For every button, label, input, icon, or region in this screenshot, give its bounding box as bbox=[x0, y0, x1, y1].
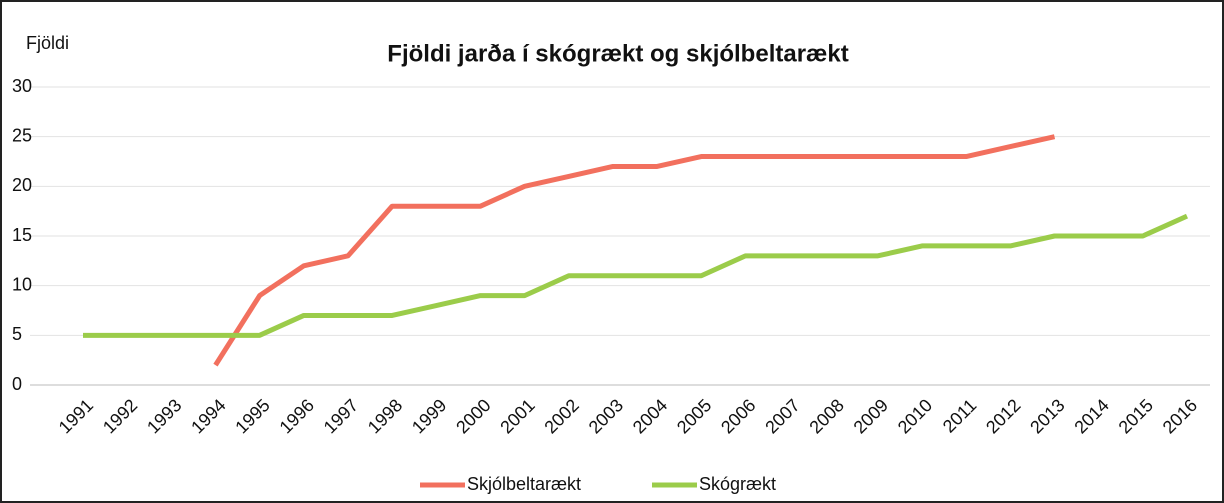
y-tick-label: 25 bbox=[12, 125, 32, 145]
y-tick-label: 10 bbox=[12, 274, 32, 294]
legend-label: Skjólbeltarækt bbox=[467, 474, 581, 494]
y-tick-label: 30 bbox=[12, 76, 32, 96]
y-tick-label: 15 bbox=[12, 225, 32, 245]
y-tick-label: 20 bbox=[12, 175, 32, 195]
chart-title: Fjöldi jarða í skógrækt og skjólbeltaræk… bbox=[387, 40, 848, 67]
y-tick-label: 5 bbox=[12, 324, 22, 344]
legend-label: Skógrækt bbox=[699, 474, 776, 494]
y-axis-label: Fjöldi bbox=[26, 33, 69, 53]
series-line bbox=[213, 134, 1056, 367]
y-tick-label: 0 bbox=[12, 374, 22, 394]
series-line bbox=[83, 213, 1189, 338]
